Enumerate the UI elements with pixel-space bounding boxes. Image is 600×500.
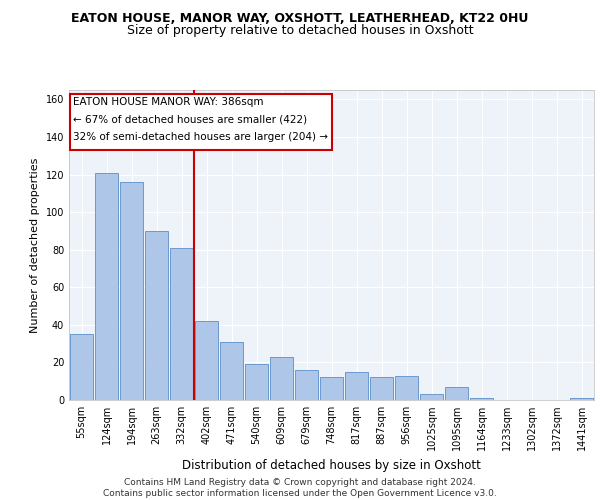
Y-axis label: Number of detached properties: Number of detached properties	[30, 158, 40, 332]
Bar	[320, 378, 343, 400]
Bar	[245, 364, 268, 400]
Bar	[570, 398, 593, 400]
Text: Contains HM Land Registry data © Crown copyright and database right 2024.
Contai: Contains HM Land Registry data © Crown c…	[103, 478, 497, 498]
Bar	[395, 376, 418, 400]
Text: Size of property relative to detached houses in Oxshott: Size of property relative to detached ho…	[127, 24, 473, 37]
Bar	[70, 334, 93, 400]
FancyBboxPatch shape	[70, 94, 331, 150]
Bar	[370, 378, 393, 400]
Bar	[345, 372, 368, 400]
Bar	[95, 172, 118, 400]
Text: EATON HOUSE, MANOR WAY, OXSHOTT, LEATHERHEAD, KT22 0HU: EATON HOUSE, MANOR WAY, OXSHOTT, LEATHER…	[71, 12, 529, 26]
Bar	[195, 321, 218, 400]
Text: 32% of semi-detached houses are larger (204) →: 32% of semi-detached houses are larger (…	[73, 132, 328, 142]
Bar	[170, 248, 193, 400]
X-axis label: Distribution of detached houses by size in Oxshott: Distribution of detached houses by size …	[182, 458, 481, 471]
Bar	[295, 370, 318, 400]
Text: EATON HOUSE MANOR WAY: 386sqm: EATON HOUSE MANOR WAY: 386sqm	[73, 96, 264, 106]
Bar	[145, 231, 168, 400]
Bar	[270, 357, 293, 400]
Bar	[120, 182, 143, 400]
Bar	[420, 394, 443, 400]
Bar	[470, 398, 493, 400]
Bar	[220, 342, 243, 400]
Bar	[445, 387, 468, 400]
Text: ← 67% of detached houses are smaller (422): ← 67% of detached houses are smaller (42…	[73, 114, 307, 124]
